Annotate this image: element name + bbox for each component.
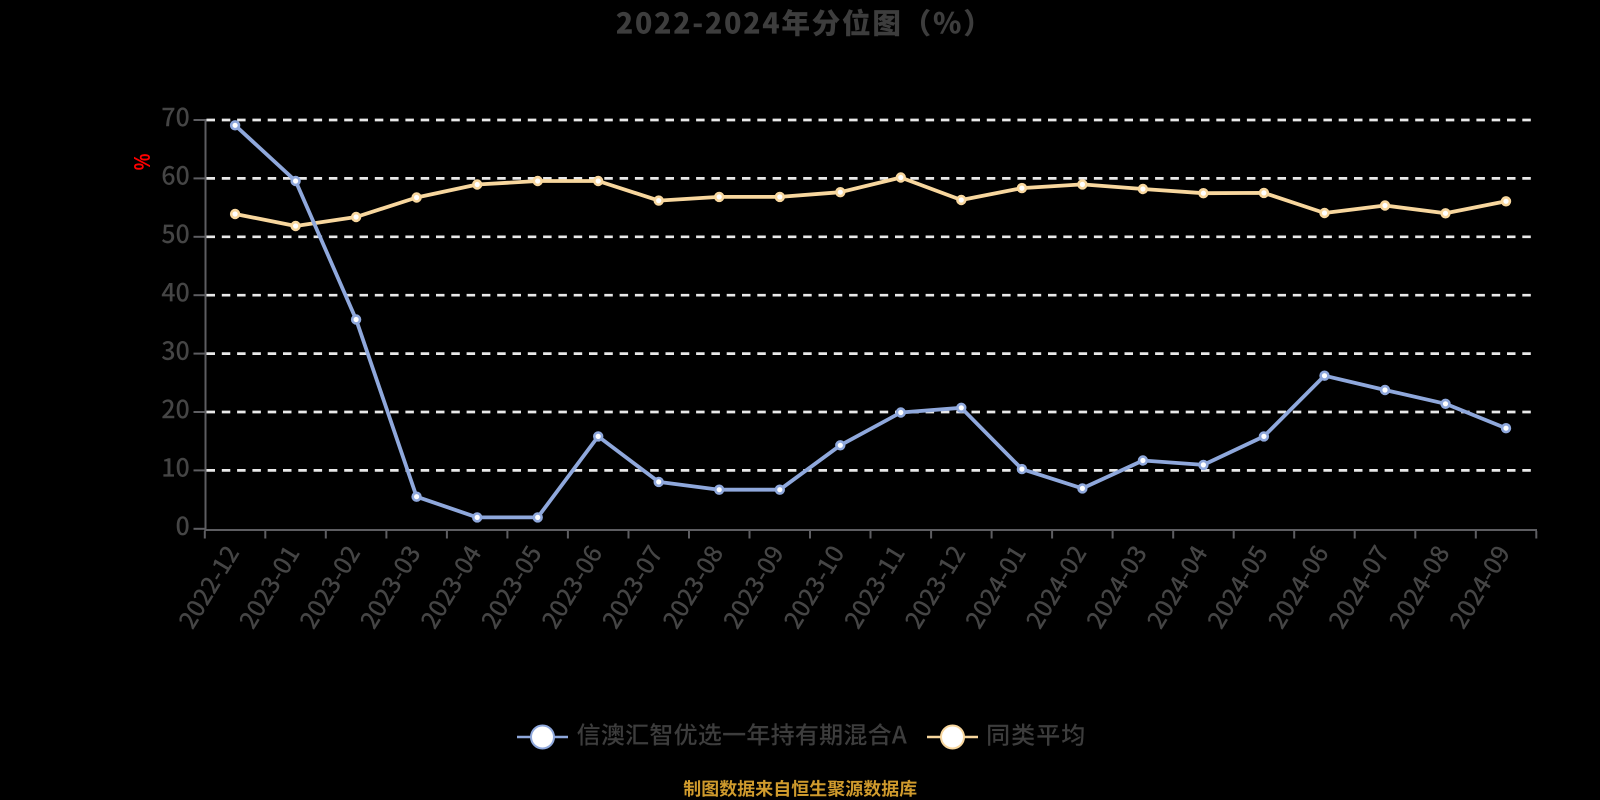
svg-text:%: % [130,153,155,170]
